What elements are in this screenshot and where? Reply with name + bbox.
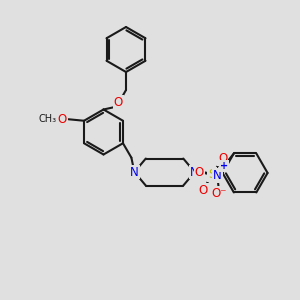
Text: +: +: [220, 161, 228, 171]
Text: O: O: [58, 113, 67, 126]
Text: CH₃: CH₃: [38, 114, 56, 124]
Text: O: O: [195, 166, 204, 178]
Text: S: S: [208, 168, 216, 181]
Text: N: N: [190, 166, 199, 178]
Text: O: O: [218, 152, 227, 165]
Text: O: O: [199, 184, 208, 196]
Text: O: O: [114, 96, 123, 109]
Text: N: N: [130, 166, 139, 178]
Text: N: N: [213, 169, 222, 182]
Text: O⁻: O⁻: [211, 187, 226, 200]
